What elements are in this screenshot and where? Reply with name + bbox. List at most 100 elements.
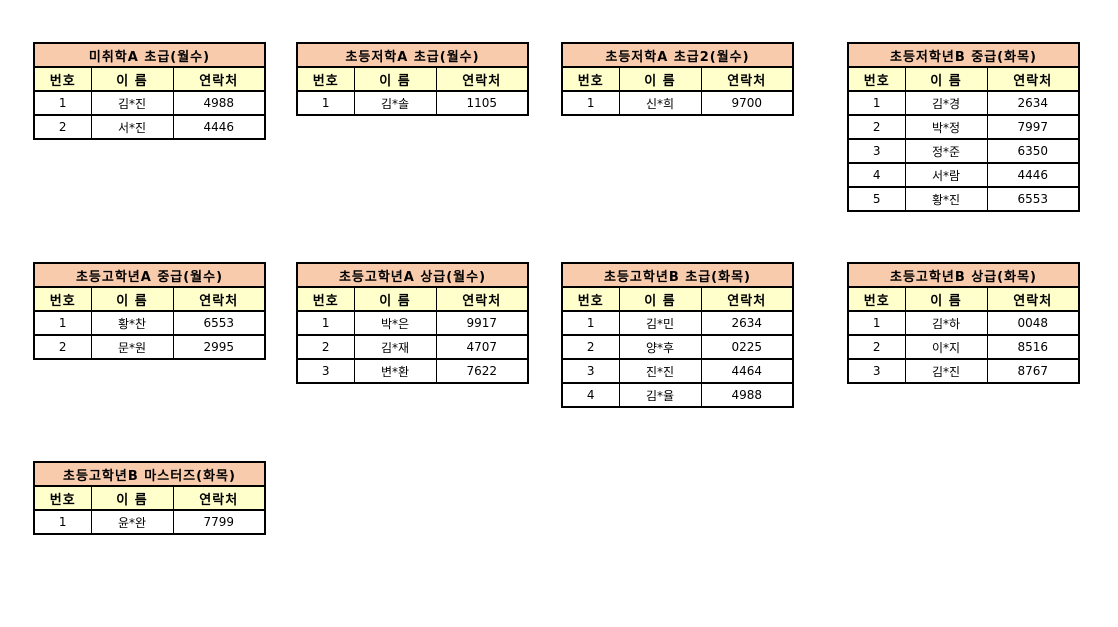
table-row: 3 김*진 8767 [847, 358, 1080, 384]
header-row: 번호 이 름 연락처 [847, 66, 1080, 92]
cell-number: 3 [847, 138, 906, 164]
cell-number: 2 [847, 334, 906, 360]
table-row: 1 김*솔 1105 [296, 90, 529, 116]
cell-contact: 0225 [700, 334, 794, 360]
cell-name: 김*진 [90, 90, 174, 116]
column-header: 연락처 [700, 286, 794, 312]
column-header: 이 름 [90, 286, 174, 312]
cell-name: 김*재 [353, 334, 437, 360]
column-header: 번호 [33, 485, 92, 511]
class-table: 초등고학년B 마스터즈(화목) 번호 이 름 연락처 1 윤*완 7799 [33, 461, 266, 535]
table-row: 2 양*후 0225 [561, 334, 794, 360]
column-header: 연락처 [435, 286, 529, 312]
cell-name: 박*정 [904, 114, 988, 140]
table-title: 초등저학A 초급(월수) [296, 42, 529, 68]
table-row: 4 김*율 4988 [561, 382, 794, 408]
column-header: 연락처 [172, 485, 266, 511]
header-row: 번호 이 름 연락처 [33, 66, 266, 92]
cell-number: 1 [847, 310, 906, 336]
cell-name: 양*후 [618, 334, 702, 360]
title-row: 초등고학년B 마스터즈(화목) [33, 461, 266, 487]
cell-contact: 8767 [986, 358, 1080, 384]
cell-number: 1 [33, 509, 92, 535]
header-row: 번호 이 름 연락처 [847, 286, 1080, 312]
table-title: 초등고학년B 마스터즈(화목) [33, 461, 266, 487]
cell-contact: 4988 [172, 90, 266, 116]
title-row: 초등저학년B 중급(화목) [847, 42, 1080, 68]
cell-number: 2 [847, 114, 906, 140]
cell-number: 1 [33, 310, 92, 336]
cell-name: 김*진 [904, 358, 988, 384]
table-row: 2 김*재 4707 [296, 334, 529, 360]
cell-name: 황*찬 [90, 310, 174, 336]
cell-contact: 6350 [986, 138, 1080, 164]
class-table: 초등고학년A 중급(월수) 번호 이 름 연락처 1 황*찬 6553 2 문*원 2995 [33, 262, 266, 360]
cell-name: 변*환 [353, 358, 437, 384]
cell-contact: 4446 [986, 162, 1080, 188]
cell-name: 김*하 [904, 310, 988, 336]
cell-number: 4 [561, 382, 620, 408]
cell-name: 박*은 [353, 310, 437, 336]
cell-number: 1 [561, 90, 620, 116]
class-table: 초등고학년A 상급(월수) 번호 이 름 연락처 1 박*은 9917 2 김*재 4707 3 변*… [296, 262, 529, 384]
cell-contact: 8516 [986, 334, 1080, 360]
table-row: 1 김*하 0048 [847, 310, 1080, 336]
title-row: 초등고학년A 상급(월수) [296, 262, 529, 288]
class-table: 초등고학년B 초급(화목) 번호 이 름 연락처 1 김*민 2634 2 양*후 0225 3 진*… [561, 262, 794, 408]
header-row: 번호 이 름 연락처 [296, 286, 529, 312]
class-table: 미취학A 초급(월수) 번호 이 름 연락처 1 김*진 4988 2 서*진 4446 [33, 42, 266, 140]
table-row: 2 서*진 4446 [33, 114, 266, 140]
table-row: 1 김*진 4988 [33, 90, 266, 116]
table-row: 4 서*람 4446 [847, 162, 1080, 188]
cell-name: 문*원 [90, 334, 174, 360]
title-row: 초등저학A 초급2(월수) [561, 42, 794, 68]
cell-number: 3 [561, 358, 620, 384]
cell-contact: 9700 [700, 90, 794, 116]
column-header: 이 름 [618, 66, 702, 92]
table-row: 1 황*찬 6553 [33, 310, 266, 336]
column-header: 번호 [296, 66, 355, 92]
column-header: 이 름 [353, 286, 437, 312]
column-header: 번호 [847, 66, 906, 92]
cell-name: 황*진 [904, 186, 988, 212]
cell-contact: 4988 [700, 382, 794, 408]
cell-number: 1 [296, 310, 355, 336]
title-row: 초등고학년A 중급(월수) [33, 262, 266, 288]
table-title: 초등고학년A 중급(월수) [33, 262, 266, 288]
header-row: 번호 이 름 연락처 [296, 66, 529, 92]
table-row: 1 김*민 2634 [561, 310, 794, 336]
cell-contact: 4707 [435, 334, 529, 360]
table-row: 2 문*원 2995 [33, 334, 266, 360]
cell-name: 서*진 [90, 114, 174, 140]
cell-number: 2 [33, 334, 92, 360]
cell-contact: 1105 [435, 90, 529, 116]
table-row: 3 변*환 7622 [296, 358, 529, 384]
table-title: 초등고학년B 상급(화목) [847, 262, 1080, 288]
cell-name: 서*람 [904, 162, 988, 188]
column-header: 연락처 [986, 286, 1080, 312]
column-header: 연락처 [172, 66, 266, 92]
column-header: 이 름 [90, 485, 174, 511]
column-header: 번호 [847, 286, 906, 312]
title-row: 초등저학A 초급(월수) [296, 42, 529, 68]
column-header: 이 름 [904, 286, 988, 312]
table-row: 1 윤*완 7799 [33, 509, 266, 535]
column-header: 이 름 [90, 66, 174, 92]
column-header: 번호 [33, 286, 92, 312]
table-title: 초등고학년A 상급(월수) [296, 262, 529, 288]
cell-contact: 7997 [986, 114, 1080, 140]
column-header: 번호 [561, 66, 620, 92]
table-row: 1 김*경 2634 [847, 90, 1080, 116]
column-header: 번호 [296, 286, 355, 312]
header-row: 번호 이 름 연락처 [561, 286, 794, 312]
cell-contact: 0048 [986, 310, 1080, 336]
cell-number: 1 [847, 90, 906, 116]
cell-name: 신*희 [618, 90, 702, 116]
cell-contact: 4446 [172, 114, 266, 140]
header-row: 번호 이 름 연락처 [33, 286, 266, 312]
cell-number: 3 [847, 358, 906, 384]
cell-name: 김*율 [618, 382, 702, 408]
column-header: 이 름 [904, 66, 988, 92]
cell-number: 1 [296, 90, 355, 116]
